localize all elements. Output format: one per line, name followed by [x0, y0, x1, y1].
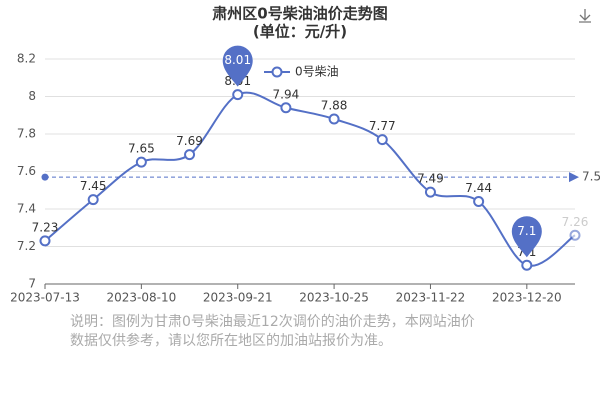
x-tick-label: 2023-09-21 — [203, 291, 273, 305]
point — [232, 89, 244, 101]
average-arrow — [569, 172, 579, 183]
point — [521, 259, 533, 271]
data-label: 7.44 — [465, 181, 492, 195]
note: 数据仅供参考，请以您所在地区的加油站报价为准。 — [70, 332, 392, 349]
point — [328, 113, 340, 125]
data-label: 7.77 — [369, 119, 396, 133]
point — [87, 194, 99, 206]
data-label: 7.45 — [80, 179, 107, 193]
point — [39, 235, 51, 247]
extreme-pin — [222, 45, 253, 87]
data-label: 7.88 — [321, 99, 348, 113]
data-label: 7.69 — [176, 134, 203, 148]
data-label: 7.23 — [32, 220, 59, 234]
extreme-label: 8.01 — [224, 53, 251, 67]
x-tick-label: 2023-07-13 — [10, 291, 80, 305]
average-label: 7.57 — [582, 170, 600, 184]
extreme-label: 7.1 — [517, 224, 536, 238]
point — [184, 149, 196, 161]
y-tick-label: 7.4 — [17, 202, 36, 216]
data-label: 7.65 — [128, 142, 155, 156]
y-tick-label: 7 — [28, 277, 36, 291]
x-tick-label: 2023-10-25 — [299, 291, 369, 305]
y-tick-label: 7.6 — [17, 164, 36, 178]
y-tick-label: 7.8 — [17, 127, 36, 141]
x-tick-label: 2023-12-20 — [492, 291, 562, 305]
y-tick-label: 8 — [28, 89, 36, 103]
data-label: 7.26 — [562, 215, 589, 229]
y-tick-label: 8.2 — [17, 52, 36, 66]
point — [135, 156, 147, 168]
point — [424, 186, 436, 198]
chart-title: 肃州区0号柴油油价走势图 — [212, 5, 387, 23]
point — [376, 134, 388, 146]
data-label: 7.49 — [417, 172, 444, 186]
x-tick-label: 2023-08-10 — [106, 291, 176, 305]
line — [44, 91, 576, 267]
x-tick-label: 2023-11-22 — [396, 291, 466, 305]
average-start — [41, 173, 49, 181]
point — [280, 102, 292, 114]
point — [569, 229, 581, 241]
legend-label: 0号柴油 — [295, 65, 339, 79]
point — [473, 196, 485, 207]
y-tick-label: 7.2 — [17, 239, 36, 253]
chart-subtitle: (单位：元/升) — [253, 23, 347, 41]
data-label: 7.94 — [273, 87, 300, 101]
legend-marker — [271, 66, 283, 78]
extreme-pin — [511, 216, 542, 258]
note: 说明：图例为甘肃0号柴油最近12次调价的油价走势，本网站油价 — [70, 314, 475, 330]
download-icon[interactable] — [579, 9, 591, 23]
